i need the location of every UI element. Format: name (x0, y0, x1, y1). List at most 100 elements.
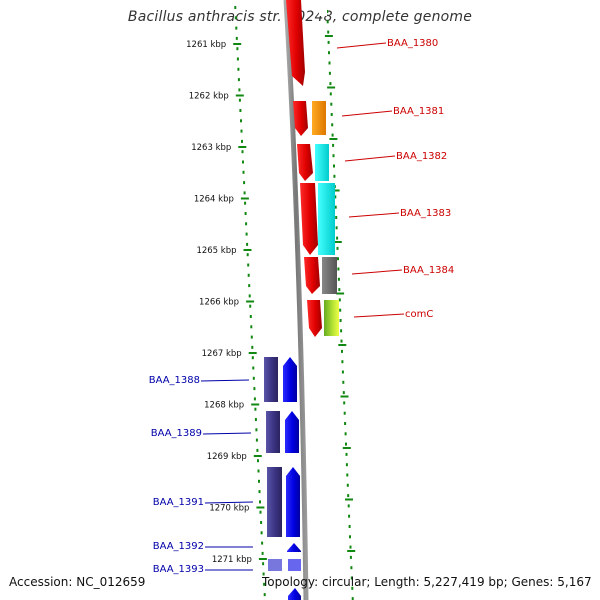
tick-mark-right (340, 395, 349, 398)
ruler-dot (339, 319, 342, 322)
ruler-dot (326, 10, 329, 13)
ruler-dot (236, 47, 239, 51)
ruler-dot (328, 51, 330, 55)
ruler-dot (249, 315, 252, 318)
ruler-dot (343, 401, 346, 405)
ruler-dot (257, 459, 259, 463)
label-baa-1381[interactable]: BAA_1381 (393, 106, 444, 117)
ruler-dot (251, 345, 254, 349)
ruler-dot (235, 36, 238, 40)
ruler-dot (252, 376, 255, 380)
ruler-dot (236, 57, 239, 61)
tick-mark-right (342, 447, 351, 449)
ruler-dot (336, 236, 339, 240)
ruler-dot (329, 92, 332, 96)
label-baa-1392[interactable]: BAA_1392 (153, 541, 204, 552)
ruler-dot (349, 555, 352, 559)
tick-label: 1267 kbp (202, 349, 242, 359)
tick-mark-left (238, 146, 247, 148)
gene-baa-1381[interactable] (293, 101, 326, 136)
ruler-dot (347, 504, 350, 508)
gene-baa-1383[interactable] (300, 183, 335, 255)
ruler-dot (234, 16, 237, 20)
ruler-dot (338, 288, 341, 292)
ruler-dot (242, 160, 244, 164)
label-baa-1389[interactable]: BAA_1389 (151, 428, 202, 439)
label-baa-1384[interactable]: BAA_1384 (403, 265, 454, 276)
tick-mark-right (329, 138, 338, 140)
ruler-dot (337, 267, 340, 271)
label-baa-1388[interactable]: BAA_1388 (149, 375, 200, 386)
gene-baa-1389[interactable] (266, 411, 299, 453)
ruler-dot (345, 442, 347, 446)
label-comc[interactable]: comC (405, 309, 433, 320)
ruler-dot (256, 448, 259, 452)
ruler-dot (349, 545, 352, 549)
ruler-dot (263, 582, 266, 586)
gene-baa-1388[interactable] (264, 357, 297, 402)
ruler-dot (327, 40, 330, 44)
ruler-dot (345, 452, 348, 456)
ruler-dot (349, 535, 351, 539)
ruler-dot (329, 82, 332, 86)
ruler-dot (244, 212, 247, 215)
ruler-dot (350, 566, 353, 570)
ruler-dot (259, 500, 261, 504)
ruler-dot (331, 133, 334, 137)
ruler-dot (259, 510, 262, 514)
ruler-dot (334, 205, 337, 209)
ruler-dot (336, 246, 339, 250)
ruler-dot (332, 154, 335, 158)
ruler-dot (339, 308, 342, 312)
gene-baa-1392[interactable] (287, 543, 301, 552)
label-baa-1382[interactable]: BAA_1382 (396, 151, 447, 162)
reverse-gene-labels: BAA_1388 BAA_1389 BAA_1391 BAA_1392 BAA_… (149, 375, 254, 575)
label-baa-1380[interactable]: BAA_1380 (387, 38, 438, 49)
accession-label: Accession: NC_012659 (9, 575, 146, 589)
tick-label: 1262 kbp (189, 92, 229, 102)
tick-mark-left (248, 352, 257, 354)
ruler-dot (254, 418, 257, 421)
gene-baa-1391[interactable] (267, 467, 300, 537)
gene-baa-1384[interactable] (304, 257, 337, 294)
tick-label: 1265 kbp (196, 246, 236, 256)
ruler-dot (260, 531, 263, 535)
tick-label: 1264 kbp (194, 195, 234, 205)
ruler-dot (243, 181, 246, 185)
gene-baa-1393[interactable] (268, 559, 301, 600)
label-baa-1391[interactable]: BAA_1391 (153, 497, 204, 508)
ruler-dot (250, 335, 253, 339)
ruler-dot (239, 109, 242, 112)
tick-label: 1268 kbp (204, 401, 244, 411)
label-baa-1383[interactable]: BAA_1383 (400, 208, 451, 219)
ruler-dot (246, 253, 249, 257)
gene-baa-1382[interactable] (297, 144, 329, 181)
leader-baa-1381 (341, 110, 393, 117)
tick-label: 1261 kbp (186, 40, 226, 50)
gene-comc[interactable] (307, 300, 339, 337)
leader-baa-1380 (336, 42, 387, 49)
gene-baa-1380[interactable] (286, 0, 327, 86)
ruler-dot (237, 78, 240, 82)
tick-mark-left (235, 94, 244, 97)
tick-mark-left (243, 249, 252, 251)
ruler-dot (253, 397, 256, 401)
tick-label: 1269 kbp (207, 452, 247, 462)
ruler-dot (343, 411, 346, 415)
tick-mark-left (246, 300, 255, 303)
label-baa-1393[interactable]: BAA_1393 (153, 564, 204, 575)
ruler-dot (242, 170, 245, 174)
ruler-dot (254, 407, 257, 411)
ruler-dot (249, 304, 252, 308)
tick-mark-right (336, 292, 345, 295)
ruler-dot (260, 521, 263, 524)
tick-mark-right (324, 35, 333, 37)
ruler-dot (328, 61, 331, 65)
ruler-dot (330, 113, 333, 116)
tick-mark-right (333, 241, 342, 243)
ruler-left (234, 6, 266, 597)
ruler-dot (341, 349, 343, 353)
ruler-right (326, 10, 354, 600)
ruler-dot (245, 232, 248, 236)
leader-comc (353, 313, 405, 318)
